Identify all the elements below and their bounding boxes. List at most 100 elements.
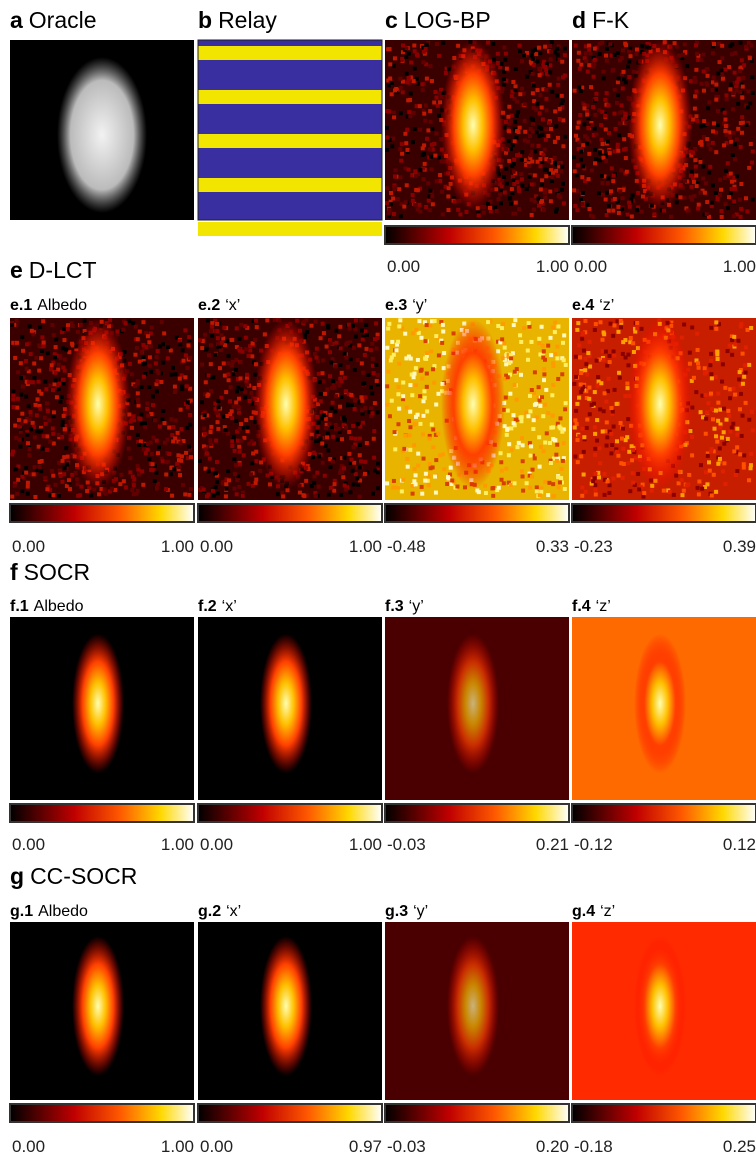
- noise-pixel: [219, 333, 223, 337]
- noise-pixel: [584, 51, 588, 55]
- noise-pixel: [441, 323, 445, 327]
- noise-pixel: [540, 106, 544, 110]
- noise-pixel: [225, 339, 229, 343]
- noise-pixel: [417, 203, 421, 207]
- noise-pixel: [364, 347, 368, 351]
- noise-pixel: [560, 60, 564, 64]
- noise-pixel: [586, 126, 590, 130]
- noise-pixel: [714, 150, 718, 154]
- noise-pixel: [209, 389, 213, 393]
- noise-pixel: [584, 362, 588, 366]
- colorbar: [385, 804, 569, 822]
- noise-pixel: [74, 471, 78, 475]
- noise-pixel: [177, 458, 181, 462]
- noise-pixel: [742, 63, 746, 67]
- noise-pixel: [509, 426, 513, 430]
- noise-pixel: [221, 415, 225, 419]
- noise-pixel: [41, 319, 45, 323]
- noise-pixel: [328, 350, 332, 354]
- object-blob: [66, 319, 130, 489]
- noise-pixel: [76, 482, 80, 486]
- noise-pixel: [515, 100, 519, 104]
- noise-pixel: [595, 418, 599, 422]
- noise-pixel: [390, 399, 394, 403]
- noise-pixel: [89, 493, 93, 497]
- noise-pixel: [50, 469, 54, 473]
- noise-pixel: [616, 205, 620, 209]
- noise-pixel: [707, 171, 711, 175]
- noise-pixel: [131, 321, 135, 325]
- noise-pixel: [612, 353, 616, 357]
- noise-pixel: [141, 320, 145, 324]
- noise-pixel: [226, 469, 230, 473]
- noise-pixel: [185, 384, 189, 388]
- noise-pixel: [694, 80, 698, 84]
- noise-pixel: [751, 91, 755, 95]
- noise-pixel: [389, 358, 393, 362]
- noise-pixel: [413, 169, 417, 173]
- noise-pixel: [27, 404, 31, 408]
- noise-pixel: [600, 110, 604, 114]
- noise-pixel: [730, 187, 734, 191]
- noise-pixel: [517, 441, 521, 445]
- noise-pixel: [557, 485, 561, 489]
- noise-pixel: [71, 343, 75, 347]
- noise-pixel: [110, 487, 114, 491]
- noise-pixel: [563, 47, 567, 51]
- noise-pixel: [53, 355, 57, 359]
- noise-pixel: [361, 421, 365, 425]
- noise-pixel: [203, 432, 207, 436]
- noise-pixel: [429, 167, 433, 171]
- noise-pixel: [55, 395, 59, 399]
- noise-pixel: [364, 395, 368, 399]
- noise-pixel: [625, 170, 629, 174]
- noise-pixel: [44, 422, 48, 426]
- noise-pixel: [690, 453, 694, 457]
- noise-pixel: [360, 361, 364, 365]
- noise-pixel: [500, 337, 504, 341]
- noise-pixel: [724, 482, 728, 486]
- noise-pixel: [736, 102, 740, 106]
- noise-pixel: [173, 390, 177, 394]
- noise-pixel: [231, 360, 235, 364]
- noise-pixel: [607, 131, 611, 135]
- noise-pixel: [619, 325, 623, 329]
- noise-pixel: [385, 403, 389, 407]
- noise-pixel: [584, 490, 588, 494]
- noise-pixel: [510, 94, 514, 98]
- noise-pixel: [403, 132, 407, 136]
- noise-pixel: [136, 400, 140, 404]
- noise-pixel: [574, 409, 578, 413]
- noise-pixel: [171, 439, 175, 443]
- noise-pixel: [600, 174, 604, 178]
- noise-pixel: [254, 478, 258, 482]
- noise-pixel: [189, 455, 193, 459]
- noise-pixel: [51, 474, 55, 478]
- noise-pixel: [556, 136, 560, 140]
- noise-pixel: [456, 208, 460, 212]
- noise-pixel: [557, 77, 561, 81]
- noise-pixel: [622, 137, 626, 141]
- noise-pixel: [733, 157, 737, 161]
- noise-pixel: [580, 388, 584, 392]
- noise-pixel: [204, 380, 208, 384]
- noise-pixel: [550, 179, 554, 183]
- noise-pixel: [425, 43, 429, 47]
- noise-pixel: [319, 336, 323, 340]
- noise-pixel: [601, 430, 605, 434]
- noise-pixel: [636, 191, 640, 195]
- noise-pixel: [390, 81, 394, 85]
- noise-pixel: [718, 60, 722, 64]
- noise-pixel: [324, 426, 328, 430]
- noise-pixel: [416, 464, 420, 468]
- noise-pixel: [617, 371, 621, 375]
- noise-pixel: [699, 58, 703, 62]
- noise-pixel: [391, 197, 395, 201]
- noise-pixel: [703, 393, 707, 397]
- noise-pixel: [506, 409, 510, 413]
- noise-pixel: [224, 428, 228, 432]
- noise-pixel: [374, 363, 378, 367]
- noise-pixel: [438, 173, 442, 177]
- noise-pixel: [576, 126, 580, 130]
- panel-label: gCC-SOCR: [10, 863, 137, 889]
